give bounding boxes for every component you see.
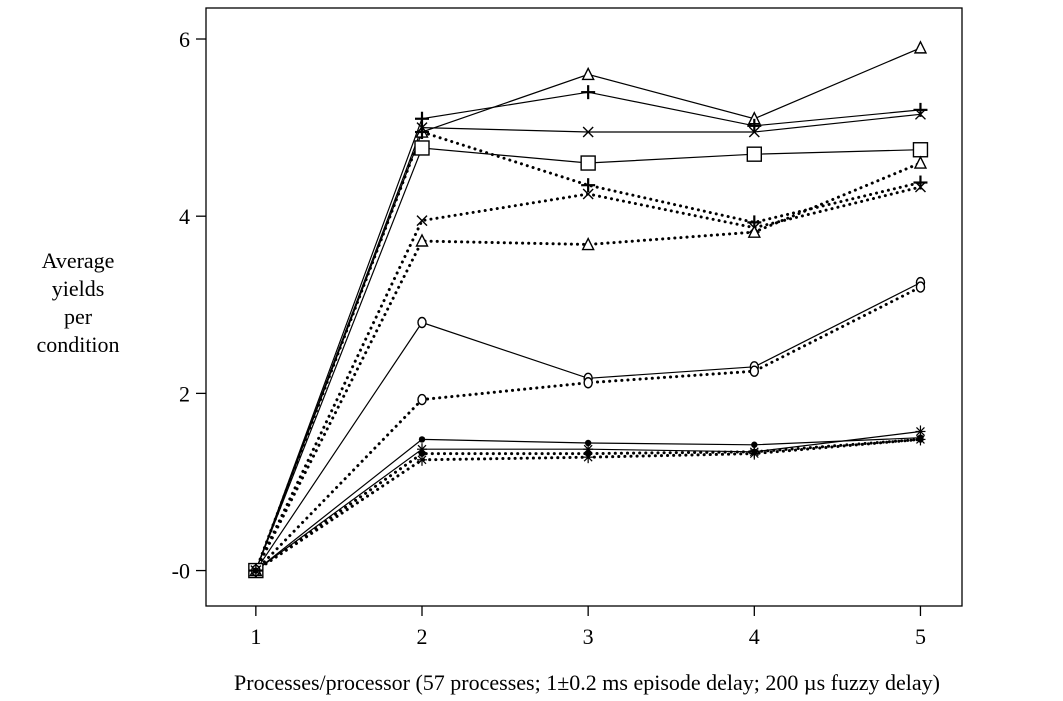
point-square [414, 140, 430, 156]
point-circle [417, 316, 427, 329]
series-line-10 [254, 161, 922, 573]
point-triangle [581, 66, 595, 81]
point-triangle [747, 224, 761, 238]
point-plus [415, 125, 429, 140]
point-circle [583, 377, 593, 389]
x-tick-label: 5 [915, 624, 926, 649]
x-tick-label: 2 [417, 624, 428, 649]
point-asterisk [250, 564, 261, 577]
series-markers [248, 40, 929, 579]
y-tick-label: 2 [179, 381, 190, 406]
point-dot [418, 436, 426, 443]
point-dot [751, 441, 758, 448]
y-axis-label-line: yields [52, 276, 105, 301]
x-tick-label: 3 [583, 624, 594, 649]
point-dot [418, 450, 426, 457]
y-axis-label-line: per [64, 304, 93, 329]
x-tick-label: 4 [749, 624, 760, 649]
x-axis-label: Processes/processor (57 processes; 1±0.2… [234, 670, 940, 695]
point-circle [915, 281, 926, 293]
point-x [914, 108, 926, 120]
point-triangle [415, 233, 429, 247]
point-x [582, 126, 594, 138]
point-x [582, 188, 594, 200]
point-circle [749, 365, 760, 377]
point-x [748, 126, 760, 138]
y-tick-label: -0 [172, 559, 190, 584]
series-line-5 [255, 282, 921, 571]
point-square [746, 146, 763, 162]
y-tick-label: 6 [179, 27, 190, 52]
axis-ticks: 1 2 3 4 5 -0 2 4 6 [172, 27, 926, 649]
series-line-11 [254, 285, 922, 573]
series-line-12 [254, 437, 922, 573]
point-triangle [581, 236, 595, 251]
point-x [914, 181, 926, 193]
point-asterisk [417, 453, 427, 466]
y-axis-label-line: Average [42, 248, 115, 273]
point-plus [747, 118, 762, 133]
point-plus [581, 178, 596, 193]
series-lines [254, 47, 922, 573]
point-asterisk [583, 451, 594, 464]
plot-frame [205, 7, 963, 607]
point-x [416, 215, 428, 227]
y-tick-label: 4 [179, 204, 190, 229]
point-triangle [913, 40, 928, 54]
point-plus [581, 85, 596, 100]
point-plus [415, 111, 429, 126]
point-circle [417, 393, 427, 406]
point-triangle [913, 155, 928, 169]
x-tick-label: 1 [250, 624, 261, 649]
point-square [580, 155, 596, 171]
y-axis-label-line: condition [36, 332, 119, 357]
y-axis-label: Average yields per condition [36, 248, 119, 357]
point-dot [584, 439, 592, 447]
point-asterisk [749, 447, 760, 460]
series-line-8 [254, 130, 922, 573]
point-asterisk [915, 433, 926, 446]
point-square [912, 142, 929, 158]
